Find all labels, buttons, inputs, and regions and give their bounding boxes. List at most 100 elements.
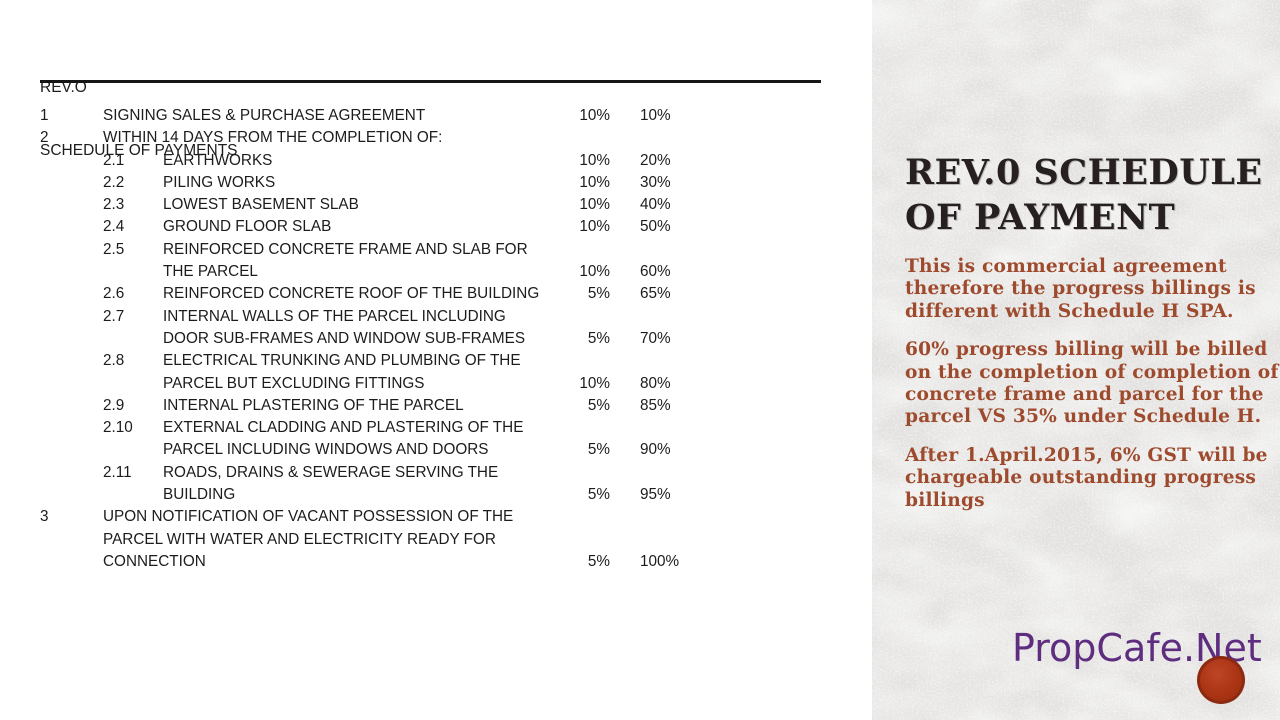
table-row-line: 2.7 INTERNAL WALLS OF THE PARCEL INCLUDIN… — [40, 306, 700, 328]
sub-item-number: 2.5 — [103, 240, 125, 258]
cumulative-percent — [640, 462, 700, 484]
item-number — [40, 462, 103, 484]
item-description: SIGNING SALES & PURCHASE AGREEMENT — [103, 107, 426, 124]
table-row-line: 3 UPON NOTIFICATION OF VACANT POSSESSION … — [40, 506, 700, 528]
progress-percent — [550, 306, 610, 328]
table-row-line: 2.5 REINFORCED CONCRETE FRAME AND SLAB FO… — [40, 239, 700, 261]
item-number: 2 — [40, 129, 49, 147]
item-description: INTERNAL WALLS OF THE PARCEL INCLUDING — [163, 307, 506, 325]
cumulative-percent — [640, 529, 700, 551]
item-description: WITHIN 14 DAYS FROM THE COMPLETION OF: — [103, 129, 443, 147]
progress-percent: 10% — [579, 151, 610, 169]
progress-percent: 5% — [587, 329, 610, 347]
table-row-line: CONNECTION 5% 100% — [40, 551, 700, 573]
cumulative-percent: 65% — [640, 285, 671, 303]
document-header-rev: REV.O — [40, 79, 87, 96]
item-description: PARCEL INCLUDING WINDOWS AND DOORS — [163, 441, 489, 459]
progress-percent: 10% — [579, 107, 610, 124]
progress-percent: 5% — [587, 486, 610, 504]
item-description: PARCEL WITH WATER AND ELECTRICITY READY … — [103, 530, 496, 548]
slide-title: REV.0 SCHEDULE OF PAYMENT — [905, 152, 1263, 238]
sub-item-number: 2.7 — [103, 307, 125, 325]
sub-item-number: 2.1 — [103, 151, 125, 169]
cumulative-percent: 60% — [640, 263, 671, 281]
item-description: PILING WORKS — [163, 173, 276, 191]
sub-item-number — [103, 439, 163, 461]
cumulative-percent: 40% — [640, 196, 671, 214]
cumulative-percent: 10% — [640, 107, 671, 124]
sub-item-number: 2.2 — [103, 173, 125, 191]
table-row-line: 2 WITHIN 14 DAYS FROM THE COMPLETION OF: — [40, 127, 700, 149]
item-number — [40, 283, 103, 305]
table-row-line: PARCEL WITH WATER AND ELECTRICITY READY … — [40, 529, 700, 551]
cumulative-percent: 100% — [640, 552, 680, 570]
item-description: GROUND FLOOR SLAB — [163, 218, 332, 236]
sub-item-number: 2.8 — [103, 352, 125, 370]
table-row-line: 1 SIGNING SALES & PURCHASE AGREEMENT 10% 10… — [40, 105, 700, 127]
table-row-line: 2.9 INTERNAL PLASTERING OF THE PARCEL 5% 85… — [40, 395, 700, 417]
progress-percent — [550, 529, 610, 551]
header-divider-rule — [40, 80, 821, 83]
brand-dot-icon — [1197, 656, 1245, 704]
cumulative-percent: 80% — [640, 374, 671, 392]
progress-percent: 10% — [579, 374, 610, 392]
progress-percent: 5% — [587, 285, 610, 303]
document-header: REV.O SCHEDULE OF PAYMENTS — [40, 35, 238, 203]
table-row-line: PARCEL BUT EXCLUDING FITTINGS 10% 80% — [40, 373, 700, 395]
item-description: CONNECTION — [103, 552, 206, 570]
table-row-line: 2.3 LOWEST BASEMENT SLAB 10% 40% — [40, 194, 700, 216]
item-description: PARCEL BUT EXCLUDING FITTINGS — [163, 374, 425, 392]
item-number — [40, 417, 103, 439]
cumulative-percent — [640, 127, 700, 149]
table-row-line: 2.2 PILING WORKS 10% 30% — [40, 172, 700, 194]
cumulative-percent: 85% — [640, 396, 671, 414]
progress-percent: 10% — [579, 173, 610, 191]
sidebar-panel: REV.0 SCHEDULE OF PAYMENT This is commer… — [872, 0, 1280, 720]
item-description: REINFORCED CONCRETE FRAME AND SLAB FOR — [163, 240, 528, 258]
sub-item-number — [103, 484, 163, 506]
cumulative-percent — [640, 417, 700, 439]
sub-item-number: 2.10 — [103, 419, 133, 437]
progress-percent — [550, 462, 610, 484]
progress-percent: 5% — [587, 552, 610, 570]
item-description: UPON NOTIFICATION OF VACANT POSSESSION O… — [103, 508, 514, 526]
note-paragraph: This is commercial agreement therefore t… — [905, 256, 1256, 322]
progress-percent — [550, 127, 610, 149]
cumulative-percent: 50% — [640, 218, 671, 236]
table-row-line: 2.8 ELECTRICAL TRUNKING AND PLUMBING OF T… — [40, 350, 700, 372]
sub-item-number: 2.4 — [103, 218, 125, 236]
item-number — [40, 216, 103, 238]
note-paragraph: 60% progress billing will be billed on t… — [905, 339, 1279, 428]
item-number — [40, 261, 103, 283]
grunge-texture — [872, 0, 1280, 720]
item-description: EARTHWORKS — [163, 151, 273, 169]
cumulative-percent: 30% — [640, 173, 671, 191]
table-row-line: DOOR SUB-FRAMES AND WINDOW SUB-FRAMES 5% 7… — [40, 328, 700, 350]
item-number — [40, 239, 103, 261]
item-number — [40, 350, 103, 372]
sub-item-number — [103, 328, 163, 350]
progress-percent — [550, 350, 610, 372]
table-row-line: PARCEL INCLUDING WINDOWS AND DOORS 5% 90% — [40, 439, 700, 461]
payment-table: 1 SIGNING SALES & PURCHASE AGREEMENT 10% 10… — [40, 105, 700, 573]
cumulative-percent — [640, 506, 700, 528]
item-number — [40, 551, 103, 573]
item-description: REINFORCED CONCRETE ROOF OF THE BUILDING — [163, 285, 540, 303]
table-row-line: 2.1 EARTHWORKS 10% 20% — [40, 150, 700, 172]
item-number: 3 — [40, 508, 49, 526]
document-header-title: SCHEDULE OF PAYMENTS — [40, 142, 238, 159]
cumulative-percent — [640, 239, 700, 261]
progress-percent — [550, 417, 610, 439]
table-row-line: 2.11 ROADS, DRAINS & SEWERAGE SERVING THE — [40, 462, 700, 484]
sub-item-number: 2.3 — [103, 196, 125, 214]
item-description: ROADS, DRAINS & SEWERAGE SERVING THE — [163, 463, 499, 481]
note-paragraph: After 1.April.2015, 6% GST will be charg… — [905, 444, 1268, 511]
item-description: LOWEST BASEMENT SLAB — [163, 196, 359, 214]
sub-item-number: 2.9 — [103, 396, 125, 414]
cumulative-percent: 90% — [640, 441, 671, 459]
progress-percent — [550, 239, 610, 261]
sub-item-number — [103, 261, 163, 283]
sub-item-number — [103, 373, 163, 395]
cumulative-percent — [640, 350, 700, 372]
sub-item-number: 2.6 — [103, 285, 125, 303]
